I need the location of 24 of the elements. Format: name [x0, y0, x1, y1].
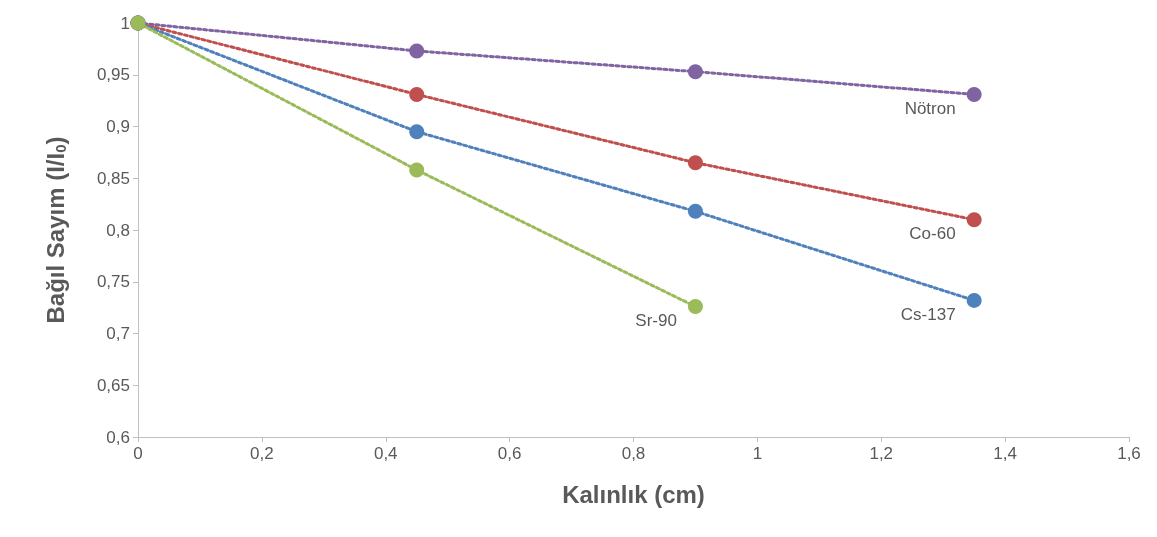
- x-tick-label: 0,4: [373, 444, 398, 463]
- x-tick-label: 0,6: [497, 444, 522, 463]
- x-tick-label: 1,2: [869, 444, 894, 463]
- series-label: Sr-90: [635, 311, 677, 331]
- series-label: Co-60: [909, 224, 956, 244]
- x-tick-label: 0,8: [621, 444, 646, 463]
- y-tick-label: 0,6: [106, 427, 130, 447]
- y-tick-label: 0,7: [106, 324, 130, 343]
- series-label: Cs-137: [900, 304, 956, 324]
- x-tick-label: 1,4: [993, 444, 1017, 463]
- x-tick-label: 1,6: [1117, 444, 1141, 463]
- y-tick-label: 0,65: [96, 375, 130, 395]
- x-tick-label: 0,2: [250, 444, 274, 463]
- y-tick-label: 0,85: [96, 168, 130, 188]
- x-tick-label: 1: [752, 444, 763, 463]
- series-label: Nötron: [904, 98, 956, 118]
- y-tick-label: 0,8: [106, 220, 130, 240]
- y-axis-title: Bağıl Sayım (I/I0): [42, 136, 69, 324]
- x-tick-label: 0: [133, 444, 143, 463]
- x-axis-title: Kalınlık (cm): [562, 480, 705, 508]
- y-tick-label: 0,95: [96, 65, 130, 85]
- y-tick-label: 1: [120, 13, 130, 33]
- y-tick-label: 0,9: [106, 117, 130, 136]
- y-tick-label: 0,75: [96, 272, 130, 292]
